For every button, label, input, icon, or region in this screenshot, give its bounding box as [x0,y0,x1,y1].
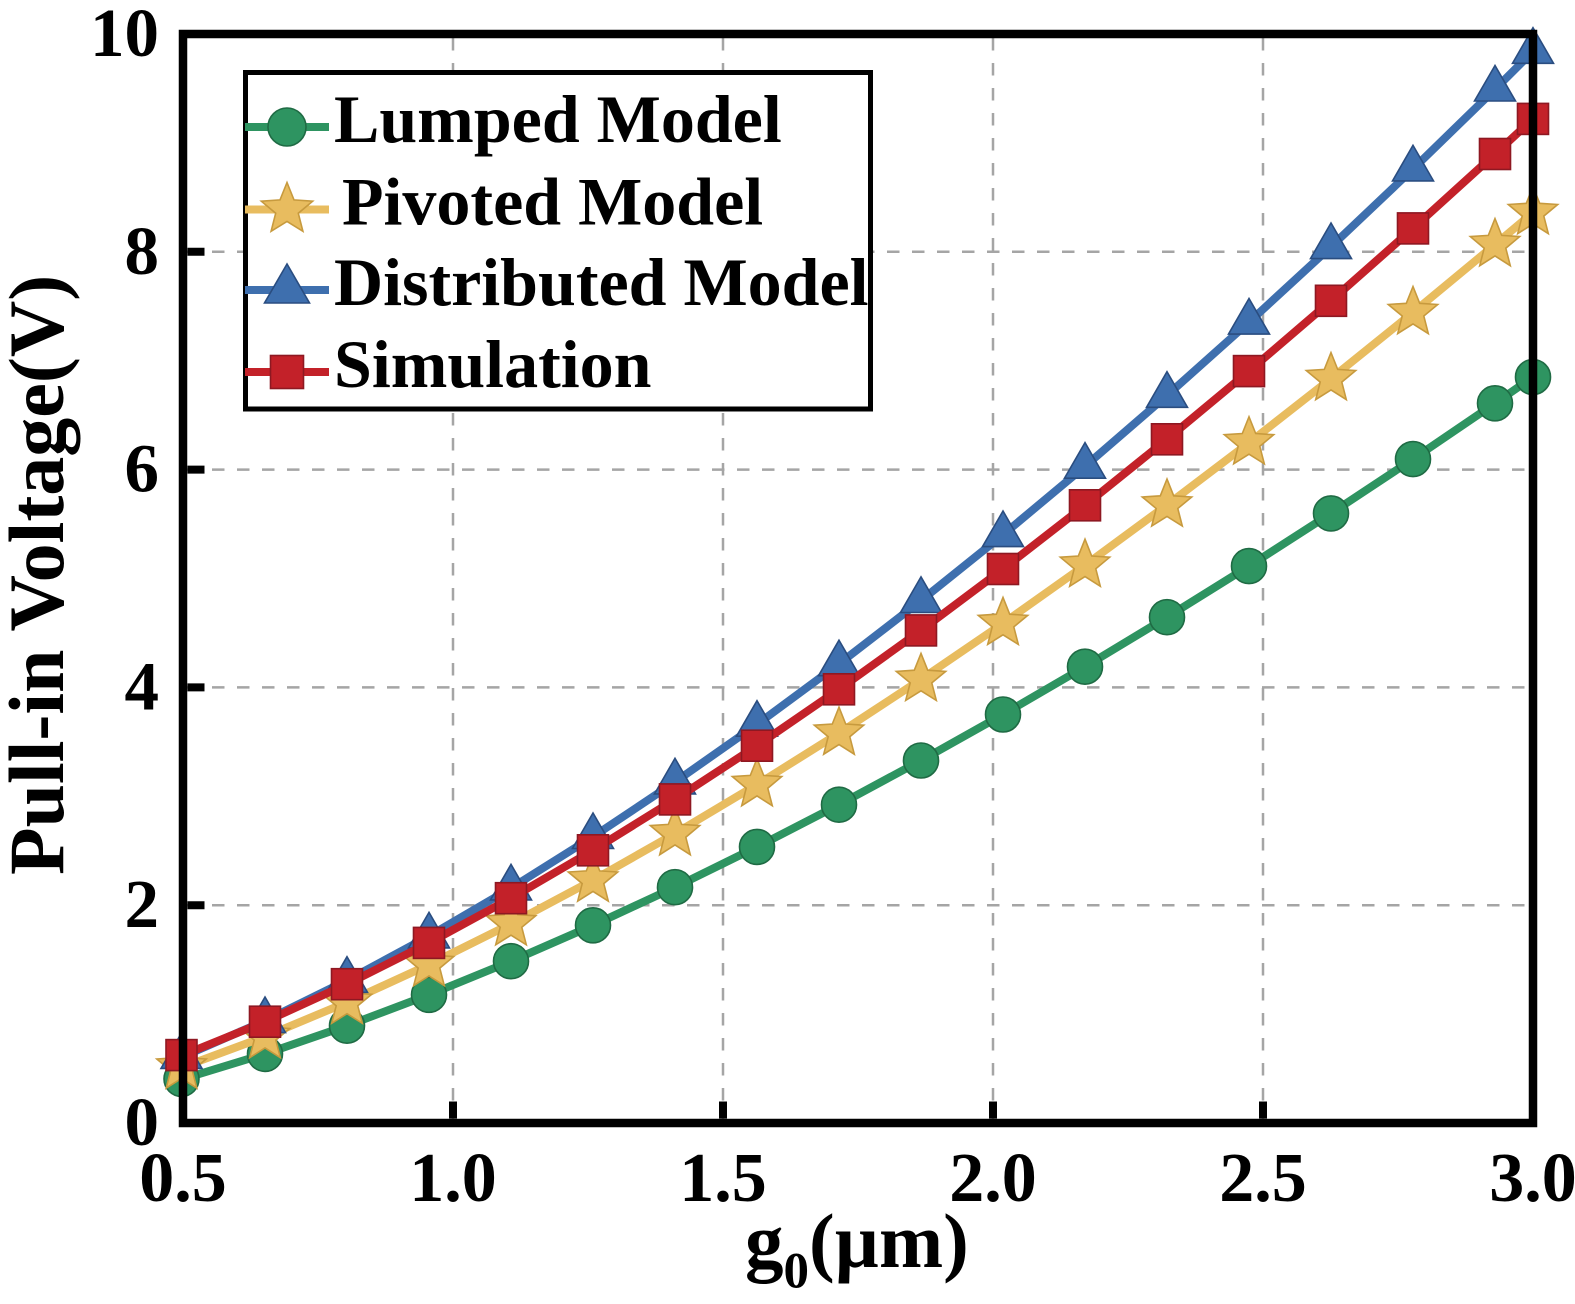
svg-text:1.5: 1.5 [679,1140,767,1217]
svg-text:0: 0 [125,1084,160,1160]
svg-text:6: 6 [125,431,160,507]
svg-text:Pull-in Voltage(V): Pull-in Voltage(V) [0,275,80,875]
svg-text:g0(µm): g0(µm) [745,1198,969,1300]
svg-text:Distributed Model: Distributed Model [334,244,869,320]
svg-text:Pivoted Model: Pivoted Model [342,164,763,240]
svg-text:2: 2 [125,866,160,942]
svg-text:Lumped Model: Lumped Model [334,81,782,157]
svg-text:2.0: 2.0 [949,1140,1037,1217]
svg-text:8: 8 [125,213,160,289]
svg-text:3.0: 3.0 [1489,1140,1575,1217]
svg-text:2.5: 2.5 [1219,1140,1307,1217]
svg-text:10: 10 [90,0,159,71]
svg-text:1.0: 1.0 [409,1140,497,1217]
svg-text:Simulation: Simulation [334,326,651,402]
svg-text:0.5: 0.5 [139,1140,227,1217]
svg-text:4: 4 [125,648,160,724]
